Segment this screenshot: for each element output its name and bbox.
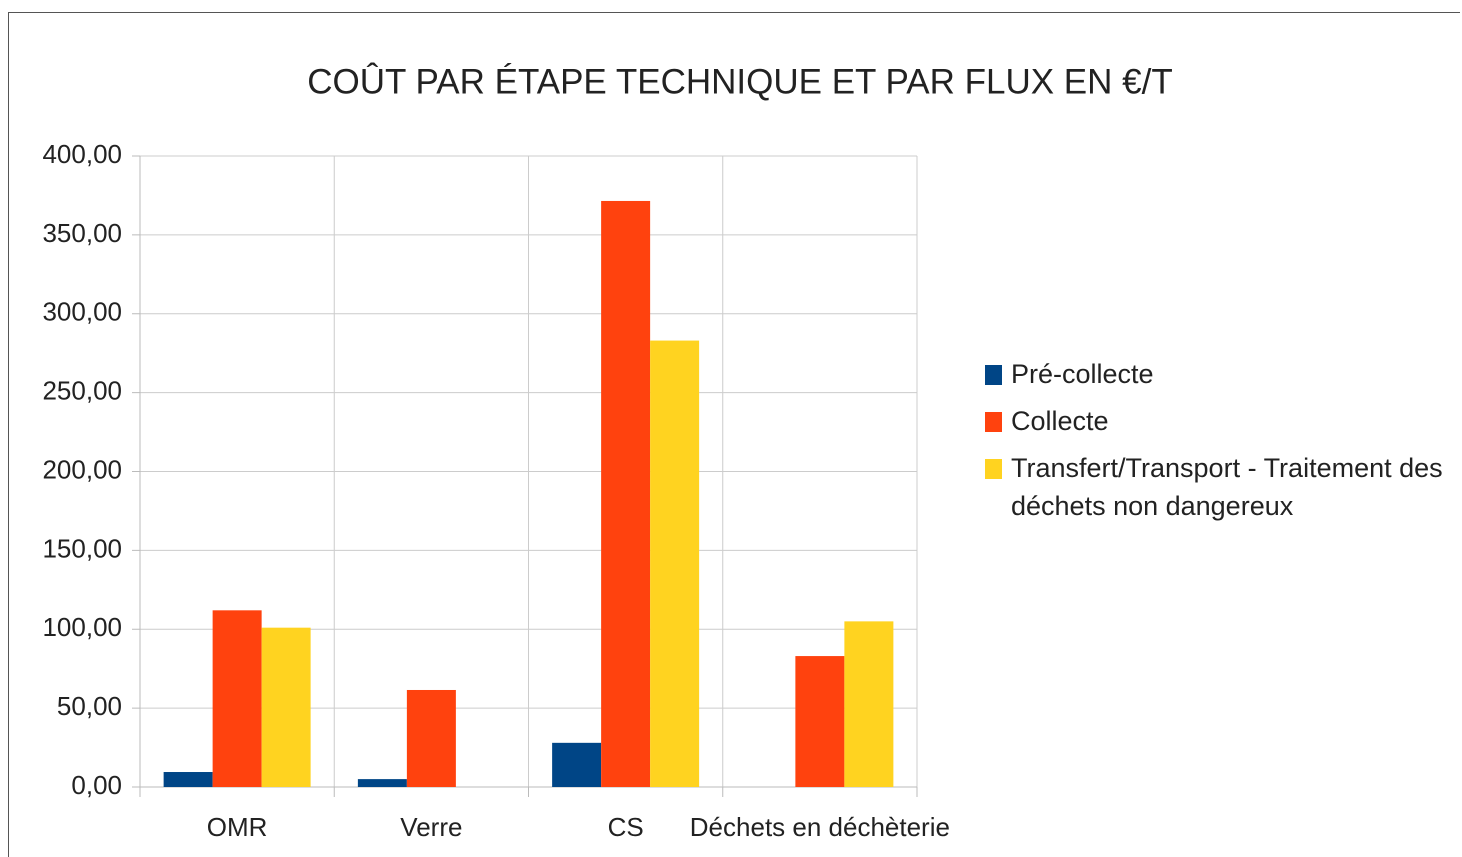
y-tick-label: 400,00 [42, 139, 122, 169]
legend-label: Pré-collecte [1011, 359, 1154, 389]
x-tick-label: OMR [207, 812, 268, 842]
y-tick-label: 0,00 [71, 770, 122, 800]
bar [795, 656, 845, 787]
y-tick-label: 300,00 [42, 297, 122, 327]
bar [357, 779, 407, 787]
bar [601, 200, 651, 788]
y-tick-label: 50,00 [57, 691, 122, 721]
legend-label: Transfert/Transport - Traitement des déc… [1011, 453, 1443, 521]
y-tick-label: 200,00 [42, 454, 122, 484]
x-tick-label: CS [608, 812, 644, 842]
bar [406, 689, 456, 787]
frame [8, 12, 1460, 857]
legend-swatch [985, 412, 1002, 432]
bar [163, 772, 213, 787]
x-tick-label: Verre [400, 812, 462, 842]
y-tick-label: 150,00 [42, 533, 122, 563]
legend-label: Collecte [1011, 406, 1109, 436]
y-tick-label: 350,00 [42, 218, 122, 248]
y-tick-label: 250,00 [42, 376, 122, 406]
legend-swatch [985, 365, 1002, 385]
legend-entry: Pré-collecte [985, 355, 1455, 393]
legend: Pré-collecte Collecte Transfert/Transport … [985, 355, 1455, 534]
x-tick-label: Déchets en déchèterie [690, 812, 950, 842]
legend-entry: Collecte [985, 402, 1455, 440]
chart-title: COÛT PAR ÉTAPE TECHNIQUE ET PAR FLUX EN … [307, 62, 1172, 101]
bar [261, 627, 311, 787]
bar [552, 742, 602, 787]
bar [212, 610, 262, 787]
y-tick-label: 100,00 [42, 612, 122, 642]
legend-entry: Transfert/Transport - Traitement des déc… [985, 449, 1455, 525]
legend-swatch [985, 459, 1002, 479]
bar [844, 621, 894, 787]
bar [650, 340, 700, 787]
